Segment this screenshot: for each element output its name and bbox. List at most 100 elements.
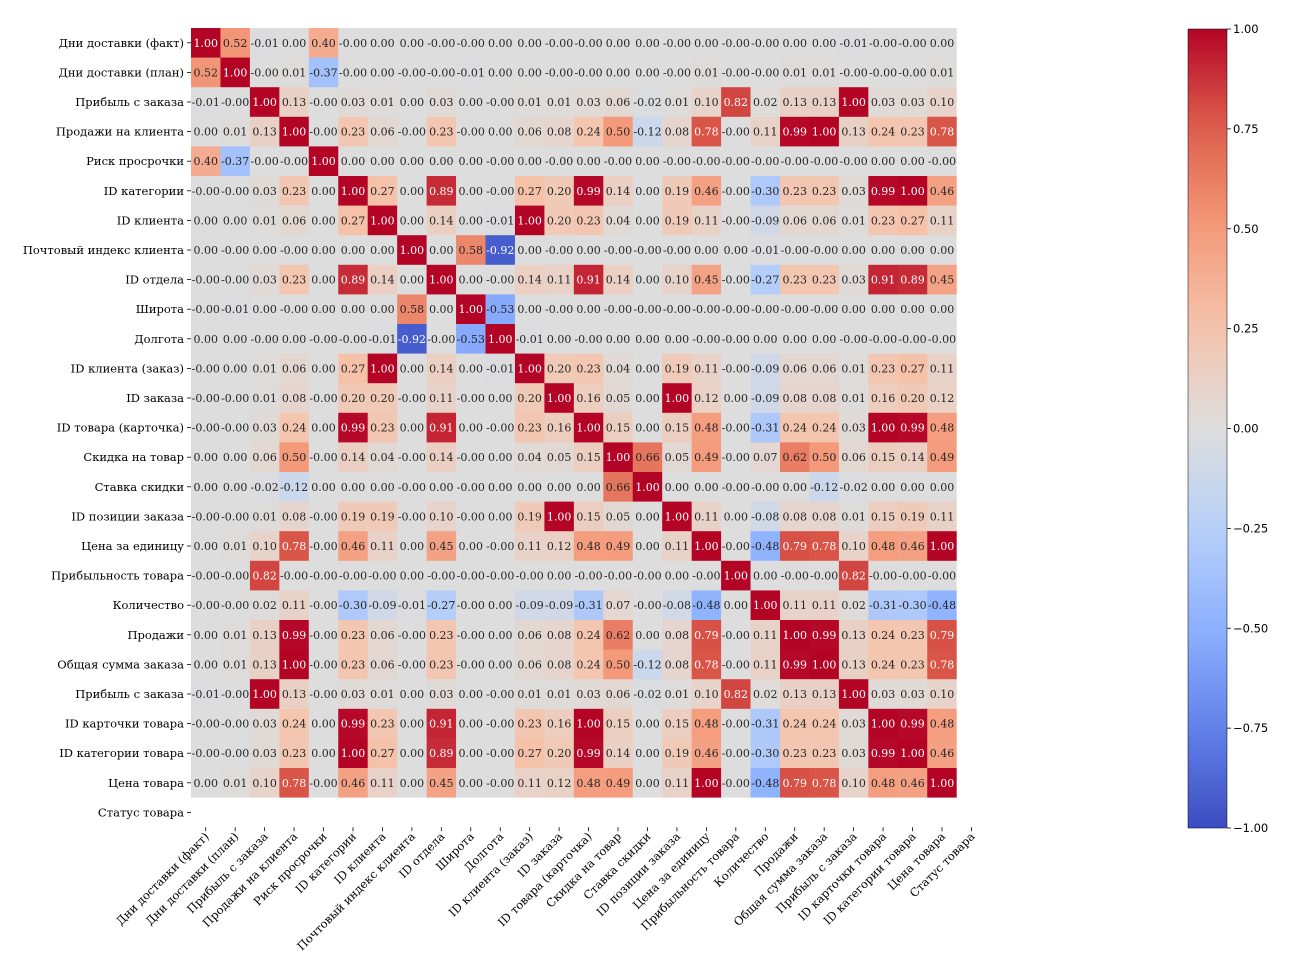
- heatmap-cell-label: -0.00: [457, 510, 485, 523]
- heatmap-cell-label: 0.10: [252, 777, 277, 790]
- heatmap-cell-label: 0.00: [694, 481, 719, 494]
- heatmap-cell-label: -0.00: [545, 66, 573, 79]
- heatmap-cell: [662, 472, 693, 503]
- heatmap-cell-label: 0.00: [635, 777, 660, 790]
- heatmap-cell: [721, 116, 752, 147]
- heatmap-cell-label: 0.00: [459, 214, 484, 227]
- heatmap-cell-label: 0.20: [900, 392, 925, 405]
- heatmap-cell-label: 0.02: [252, 599, 277, 612]
- heatmap-cell-label: -0.00: [722, 747, 750, 760]
- heatmap-cell: [838, 28, 869, 59]
- heatmap-cell: [279, 679, 310, 710]
- heatmap-cell: [603, 294, 634, 325]
- heatmap-cell: [809, 294, 840, 325]
- heatmap-cell: [367, 531, 398, 562]
- heatmap-cell-label: 0.52: [193, 66, 218, 79]
- heatmap-cell-label: 0.23: [282, 747, 307, 760]
- heatmap-cell-label: -0.92: [486, 244, 514, 257]
- heatmap-cell-label: 0.11: [547, 274, 572, 287]
- heatmap-cell: [809, 708, 840, 739]
- heatmap-cell-label: 0.13: [812, 96, 837, 109]
- heatmap-cell: [191, 738, 221, 769]
- heatmap-cell-label: 0.01: [665, 96, 690, 109]
- heatmap-cell: [308, 205, 339, 236]
- heatmap-cell-empty: [632, 797, 663, 828]
- heatmap-cell-label: 0.48: [576, 777, 601, 790]
- heatmap-cell: [456, 768, 486, 799]
- heatmap-cell: [780, 768, 810, 799]
- heatmap-cell-label: -0.00: [221, 688, 249, 701]
- colorbar-tick-label: −1.00: [1233, 821, 1268, 835]
- heatmap-cell-label: 0.20: [547, 214, 572, 227]
- heatmap-cell: [780, 472, 810, 503]
- heatmap-cell-label: 0.00: [400, 718, 425, 731]
- heatmap-cell: [220, 679, 251, 710]
- heatmap-cell-label: 0.23: [900, 126, 925, 139]
- heatmap-cell: [485, 442, 516, 473]
- heatmap-cell-empty: [897, 797, 928, 828]
- heatmap-cell: [573, 501, 604, 532]
- heatmap-cell: [750, 383, 781, 414]
- heatmap-cell-label: -0.92: [398, 333, 426, 346]
- heatmap-cell: [603, 324, 634, 355]
- heatmap-cell: [780, 87, 810, 118]
- heatmap-cell: [191, 442, 221, 473]
- heatmap-cell-label: 0.00: [400, 362, 425, 375]
- heatmap-cell-label: -0.00: [339, 37, 367, 50]
- heatmap-cell: [721, 649, 752, 680]
- heatmap-cell: [838, 205, 869, 236]
- heatmap-cell: [485, 146, 516, 177]
- heatmap-cell: [485, 205, 516, 236]
- heatmap-cell: [662, 679, 693, 710]
- heatmap-cell: [397, 116, 428, 147]
- heatmap-cell-label: -0.00: [722, 718, 750, 731]
- colorbar: 1.00 0.75 0.50 0.25 0.00 −0.25 −0.50 −0.75 −1.00: [1187, 22, 1268, 835]
- heatmap-cell: [544, 353, 575, 384]
- heatmap-cell-label: 0.03: [841, 185, 866, 198]
- colorbar-tick-label: −0.50: [1233, 621, 1268, 635]
- heatmap-cell: [662, 235, 693, 266]
- heatmap-cell: [868, 472, 899, 503]
- heatmap-cell-label: 1.00: [517, 362, 542, 375]
- heatmap-cell: [721, 294, 752, 325]
- heatmap-cell: [220, 590, 251, 621]
- heatmap-cell: [249, 738, 280, 769]
- colorbar-tick-label: −0.25: [1233, 521, 1268, 535]
- heatmap-cell: [927, 738, 958, 769]
- heatmap-cell: [780, 176, 810, 207]
- heatmap-cell-label: 0.00: [311, 422, 336, 435]
- heatmap-cell: [191, 501, 221, 532]
- heatmap-cell: [544, 620, 575, 651]
- heatmap-cell: [308, 383, 339, 414]
- heatmap-cell: [397, 264, 428, 295]
- heatmap-cell: [780, 264, 810, 295]
- heatmap-cell: [868, 649, 899, 680]
- heatmap-cell-label: 0.01: [517, 96, 542, 109]
- heatmap-cell: [780, 442, 810, 473]
- heatmap-cell-label: 0.23: [341, 126, 366, 139]
- heatmap-cell-label: 0.19: [665, 185, 690, 198]
- heatmap-cell-label: 0.99: [576, 747, 601, 760]
- heatmap-cell-label: -0.30: [751, 185, 779, 198]
- heatmap-cell: [632, 205, 663, 236]
- heatmap-cell: [632, 560, 663, 591]
- heatmap-cell-label: 0.03: [252, 422, 277, 435]
- heatmap-cell: [750, 28, 781, 59]
- heatmap-cell-label: 0.00: [871, 303, 896, 316]
- heatmap-cell: [367, 146, 398, 177]
- heatmap-cell-label: 0.00: [193, 777, 218, 790]
- heatmap-cell: [632, 353, 663, 384]
- heatmap-cell: [809, 590, 840, 621]
- heatmap-cell: [603, 531, 634, 562]
- heatmap-cell-label: 0.11: [370, 540, 395, 553]
- heatmap-cell: [868, 87, 899, 118]
- heatmap-cell: [308, 649, 339, 680]
- heatmap-cell-label: 0.78: [930, 126, 955, 139]
- heatmap-cell-label: 0.01: [665, 688, 690, 701]
- heatmap-cell-label: -0.00: [928, 155, 956, 168]
- heatmap-cell: [456, 679, 486, 710]
- heatmap-cell: [220, 176, 251, 207]
- heatmap-cell: [308, 294, 339, 325]
- heatmap-cell-label: -0.00: [722, 214, 750, 227]
- heatmap-cell: [691, 235, 722, 266]
